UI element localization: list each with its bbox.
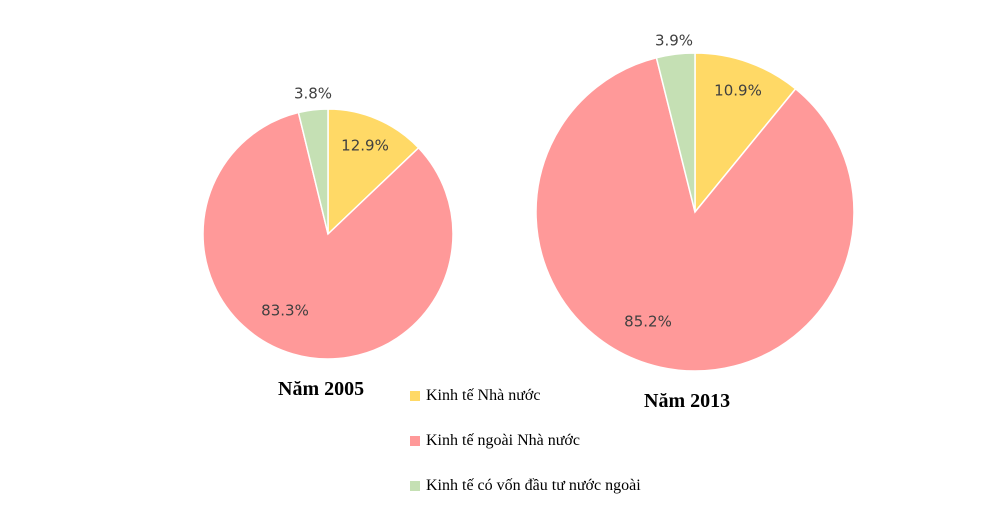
legend-swatch-foreign bbox=[410, 481, 420, 491]
legend-label-foreign: Kinh tế có vốn đầu tư nước ngoài bbox=[426, 477, 641, 494]
pie-slice-2005-foreign bbox=[297, 108, 329, 235]
data-label-2013-foreign: 3.9% bbox=[655, 32, 693, 50]
data-label-2005-state: 12.9% bbox=[341, 137, 389, 155]
legend-swatch-non-state bbox=[410, 436, 420, 446]
legend-label-state: Kinh tế Nhà nước bbox=[426, 387, 541, 404]
pie-slice-2013-state bbox=[694, 52, 797, 215]
legend-item-foreign: Kinh tế có vốn đầu tư nước ngoài bbox=[410, 476, 641, 496]
data-label-2005-foreign: 3.8% bbox=[294, 85, 332, 103]
pie-slice-2005-non-state bbox=[202, 111, 454, 360]
pie-slice-2013-non-state bbox=[535, 56, 855, 372]
legend-item-non-state: Kinh tế ngoài Nhà nước bbox=[410, 431, 641, 451]
data-label-2013-state: 10.9% bbox=[714, 82, 762, 100]
pie-slice-2005-state bbox=[327, 108, 420, 236]
chart-title-2013: Năm 2013 bbox=[644, 390, 731, 412]
legend-label-non-state: Kinh tế ngoài Nhà nước bbox=[426, 432, 580, 449]
legend: Kinh tế Nhà nước Kinh tế ngoài Nhà nước … bbox=[410, 386, 641, 521]
chart-title-2005: Năm 2005 bbox=[278, 378, 365, 400]
legend-item-state: Kinh tế Nhà nước bbox=[410, 386, 641, 406]
data-label-2013-non-state: 85.2% bbox=[624, 313, 672, 331]
pie-slice-2013-foreign bbox=[655, 52, 696, 213]
legend-swatch-state bbox=[410, 391, 420, 401]
data-label-2005-non-state: 83.3% bbox=[261, 302, 309, 320]
